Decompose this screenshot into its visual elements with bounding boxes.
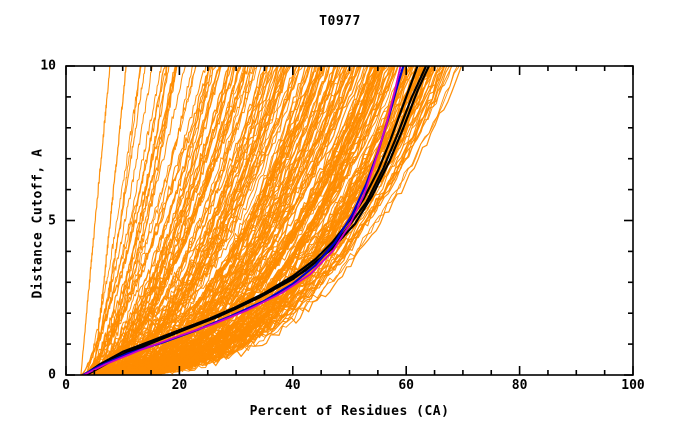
series-best-black-3 [85,66,428,375]
x-tick-label: 100 [621,378,645,393]
series-best-black-1 [83,66,419,375]
y-tick-label: 5 [48,213,56,228]
x-tick-label: 0 [62,378,70,393]
x-tick-label: 80 [511,378,528,393]
y-tick-label: 10 [40,58,56,74]
highlight-curves [81,66,430,375]
y-tick-label: 0 [48,367,56,383]
x-tick-label: 40 [284,378,301,393]
series-best-magenta [82,66,402,375]
x-tick-label: 60 [398,378,415,393]
x-axis-label: Percent of Residues (CA) [249,404,450,419]
x-tick-label: 20 [171,378,188,393]
chart-title: T0977 [319,14,361,29]
axis-ticks [65,65,634,376]
